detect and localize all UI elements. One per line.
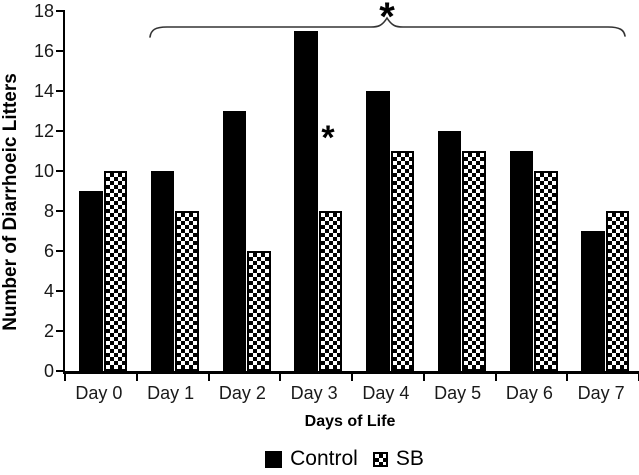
x-tick-mark-4 xyxy=(351,374,353,381)
bar-control-day-6 xyxy=(509,151,533,371)
y-tick-label-16: 16 xyxy=(33,41,54,61)
x-tick-mark-0 xyxy=(64,374,66,381)
bar-control-day-5 xyxy=(437,131,462,371)
x-axis-title: Days of Life xyxy=(304,413,396,430)
y-tick-label-4: 4 xyxy=(43,281,54,301)
y-tick-mark-16 xyxy=(56,50,65,52)
y-tick-mark-14 xyxy=(56,90,65,92)
y-tick-label-12: 12 xyxy=(33,121,54,141)
bar-sb-day-7 xyxy=(605,211,630,371)
x-tick-mark-5 xyxy=(422,374,425,381)
y-tick-label-18: 18 xyxy=(33,1,54,21)
significance-asterisk-overall: * xyxy=(379,0,395,39)
bar-control-day-2 xyxy=(222,111,246,371)
x-tick-mark-7 xyxy=(566,374,569,381)
bar-sb-day-1 xyxy=(175,211,199,371)
bar-control-day-4 xyxy=(366,91,390,371)
bar-sb-day-0 xyxy=(103,171,127,371)
bar-control-day-1 xyxy=(150,171,175,371)
x-category-label-day-0: Day 0 xyxy=(75,383,123,403)
y-tick-mark-10 xyxy=(56,170,65,172)
x-tick-mark-1 xyxy=(135,374,138,381)
y-tick-label-0: 0 xyxy=(43,361,54,381)
bar-sb-day-2 xyxy=(247,251,271,371)
y-tick-mark-2 xyxy=(56,330,65,332)
x-tick-mark-6 xyxy=(494,374,497,381)
significance-asterisk-day3-sb: * xyxy=(321,119,335,157)
legend-label-control: Control xyxy=(290,447,358,470)
bar-control-day-3 xyxy=(294,31,318,371)
legend: Control SB xyxy=(50,447,639,471)
y-tick-label-10: 10 xyxy=(33,161,54,181)
legend-item-control: Control xyxy=(265,447,358,471)
x-category-label-day-6: Day 6 xyxy=(505,383,553,403)
y-tick-mark-0 xyxy=(56,370,65,372)
bar-sb-day-6 xyxy=(534,171,558,371)
y-tick-mark-4 xyxy=(56,290,65,292)
x-tick-mark-2 xyxy=(207,374,210,381)
legend-swatch-sb-icon xyxy=(372,451,388,467)
y-tick-mark-6 xyxy=(56,250,65,252)
bar-sb-day-3 xyxy=(318,211,343,371)
legend-label-sb: SB xyxy=(395,447,424,470)
x-category-label-day-1: Day 1 xyxy=(147,383,195,403)
plot-area: 0 2 4 6 8 10 12 14 16 18 xyxy=(34,2,639,381)
y-tick-label-8: 8 xyxy=(43,201,54,221)
x-category-label-day-7: Day 7 xyxy=(577,383,625,403)
legend-swatch-control-icon xyxy=(265,450,283,468)
x-category-label-day-4: Day 4 xyxy=(362,383,410,403)
y-tick-label-6: 6 xyxy=(43,241,54,261)
x-category-label-day-3: Day 3 xyxy=(290,383,338,403)
bar-sb-day-5 xyxy=(462,151,486,371)
y-tick-mark-18 xyxy=(56,10,65,12)
y-tick-mark-12 xyxy=(56,130,65,132)
x-category-label-day-5: Day 5 xyxy=(434,383,482,403)
y-tick-label-2: 2 xyxy=(43,321,54,341)
bar-sb-day-4 xyxy=(390,151,414,371)
legend-item-sb: SB xyxy=(372,447,424,471)
x-tick-mark-3 xyxy=(279,374,282,381)
y-tick-mark-8 xyxy=(56,210,65,212)
x-category-label-day-2: Day 2 xyxy=(218,383,266,403)
bar-control-day-7 xyxy=(581,231,605,371)
y-tick-label-14: 14 xyxy=(33,81,54,101)
bar-control-day-0 xyxy=(79,191,103,371)
